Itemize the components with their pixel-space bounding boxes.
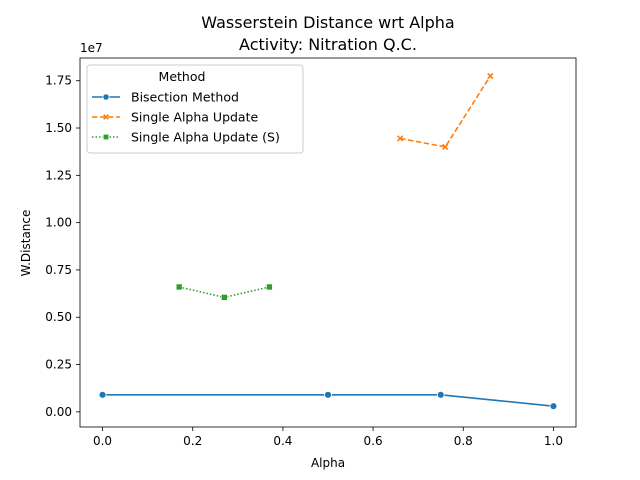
series-3: [175, 283, 273, 301]
series-1: [98, 390, 558, 411]
data-point: [175, 283, 183, 291]
legend-entry: Bisection Method: [92, 90, 239, 105]
y-tick-label: 1.00: [45, 216, 72, 230]
x-axis: 0.0 0.2 0.4 0.6 0.8 1.0: [93, 427, 563, 448]
x-tick-label: 1.0: [544, 434, 563, 448]
y-offset-label: 1e7: [80, 41, 103, 55]
legend: Method Bisection Method Single Alpha Updat…: [86, 64, 304, 154]
legend-box: [86, 64, 304, 154]
y-tick-label: 0.50: [45, 310, 72, 324]
series-2: [396, 72, 494, 151]
data-point: [396, 135, 404, 142]
legend-label: Single Alpha Update: [131, 110, 258, 125]
y-tick-label: 0.25: [45, 358, 72, 372]
x-tick-label: 0.0: [93, 434, 112, 448]
plot-area: [79, 57, 577, 428]
data-point: [98, 390, 107, 399]
x-axis-label: Alpha: [311, 456, 345, 470]
chart-title: Wasserstein Distance wrt Alpha: [201, 13, 454, 32]
data-point: [442, 143, 449, 151]
data-point: [487, 72, 494, 80]
data-point: [102, 93, 110, 101]
data-point: [103, 134, 110, 141]
y-tick-label: 1.50: [45, 121, 72, 135]
legend-entry: Single Alpha Update: [92, 110, 258, 125]
plot-frame: [79, 57, 577, 428]
legend-label: Bisection Method: [131, 90, 239, 105]
chart-subtitle: Activity: Nitration Q.C.: [239, 35, 417, 54]
data-point: [324, 390, 332, 399]
y-axis-label: W.Distance: [19, 210, 33, 277]
data-point: [103, 114, 109, 120]
y-tick-label: 1.75: [45, 74, 72, 88]
y-tick-label: 0.75: [45, 263, 72, 277]
data-point: [549, 402, 558, 411]
y-tick-label: 1.25: [45, 168, 72, 182]
series-layer: [98, 72, 558, 411]
legend-label: Single Alpha Update (S): [131, 130, 280, 145]
data-point: [266, 283, 273, 291]
legend-title: Method: [159, 69, 206, 84]
x-tick-label: 0.4: [273, 434, 292, 448]
legend-entry: Single Alpha Update (S): [92, 130, 280, 145]
y-axis: 0.00 0.25 0.50 0.75 1.00 1.25 1.50 1.75: [45, 74, 80, 419]
x-tick-label: 0.6: [364, 434, 383, 448]
series-line: [102, 394, 554, 407]
x-tick-label: 0.2: [183, 434, 202, 448]
data-point: [220, 294, 228, 301]
x-tick-label: 0.8: [454, 434, 473, 448]
data-point: [436, 390, 445, 399]
y-tick-label: 0.00: [45, 405, 72, 419]
